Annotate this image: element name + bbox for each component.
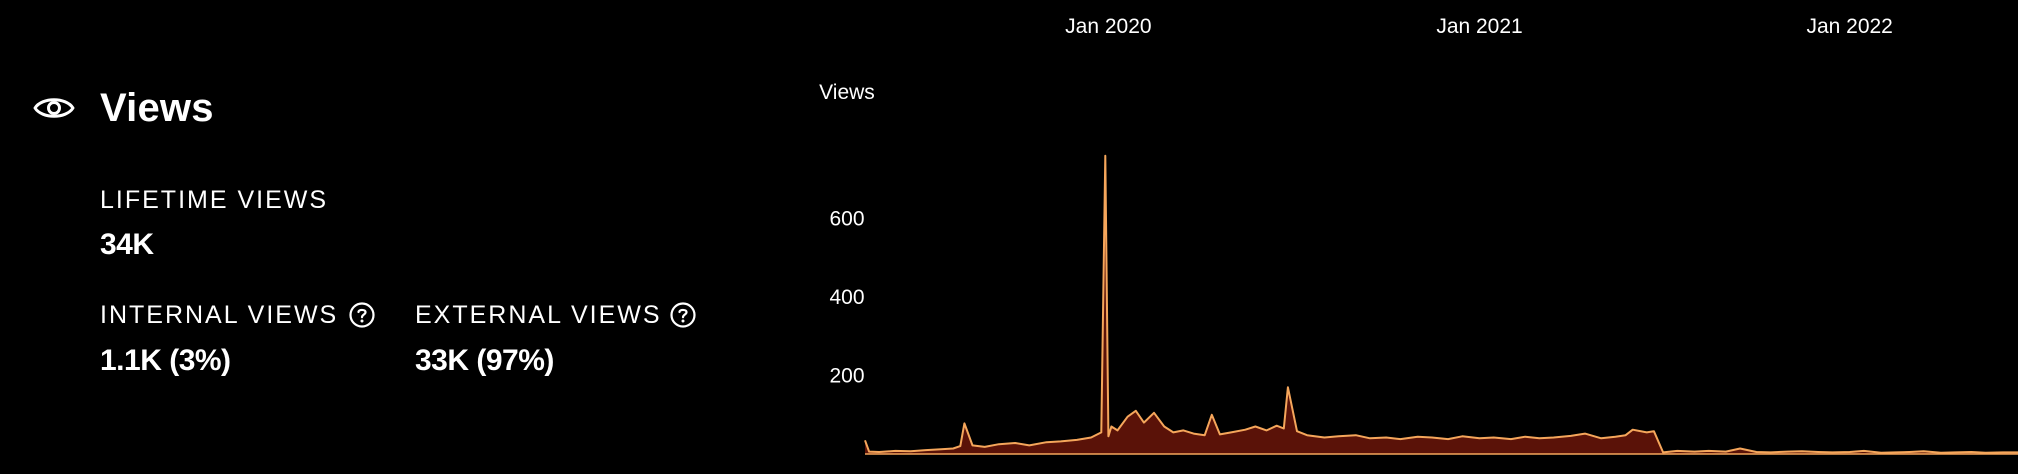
internal-views-label: INTERNAL VIEWS — [100, 301, 339, 329]
x-axis-ticks: Jan 2020 Jan 2021 Jan 2022 — [1065, 15, 1893, 38]
lifetime-views-value: 34K — [100, 228, 154, 261]
internal-views-value: 1.1K (3%) — [100, 344, 231, 377]
y-tick-label: 200 — [829, 365, 864, 388]
x-tick-label: Jan 2022 — [1806, 15, 1892, 38]
y-axis-label: Views — [819, 81, 875, 104]
y-tick-label: 400 — [829, 286, 864, 309]
views-chart: Views 200 400 600 Jan 2020 Jan 2021 Jan 2022 — [819, 15, 2018, 455]
y-tick-label: 600 — [829, 208, 864, 231]
y-axis-ticks: 200 400 600 — [829, 208, 864, 388]
external-views-value: 33K (97%) — [415, 344, 554, 377]
lifetime-views-label: LIFETIME VIEWS — [100, 186, 329, 214]
views-panel: Views LIFETIME VIEWS 34K INTERNAL VIEWS … — [0, 0, 760, 474]
external-views-label: EXTERNAL VIEWS — [415, 301, 662, 329]
panel-title: Views — [100, 86, 214, 130]
external-views-help-icon[interactable] — [669, 301, 697, 329]
views-area-fill — [865, 155, 2018, 454]
x-tick-label: Jan 2020 — [1065, 15, 1151, 38]
views-series-line — [864, 154, 2018, 454]
internal-views-help-icon[interactable] — [348, 301, 376, 329]
x-tick-label: Jan 2021 — [1436, 15, 1522, 38]
eye-icon — [33, 98, 75, 118]
